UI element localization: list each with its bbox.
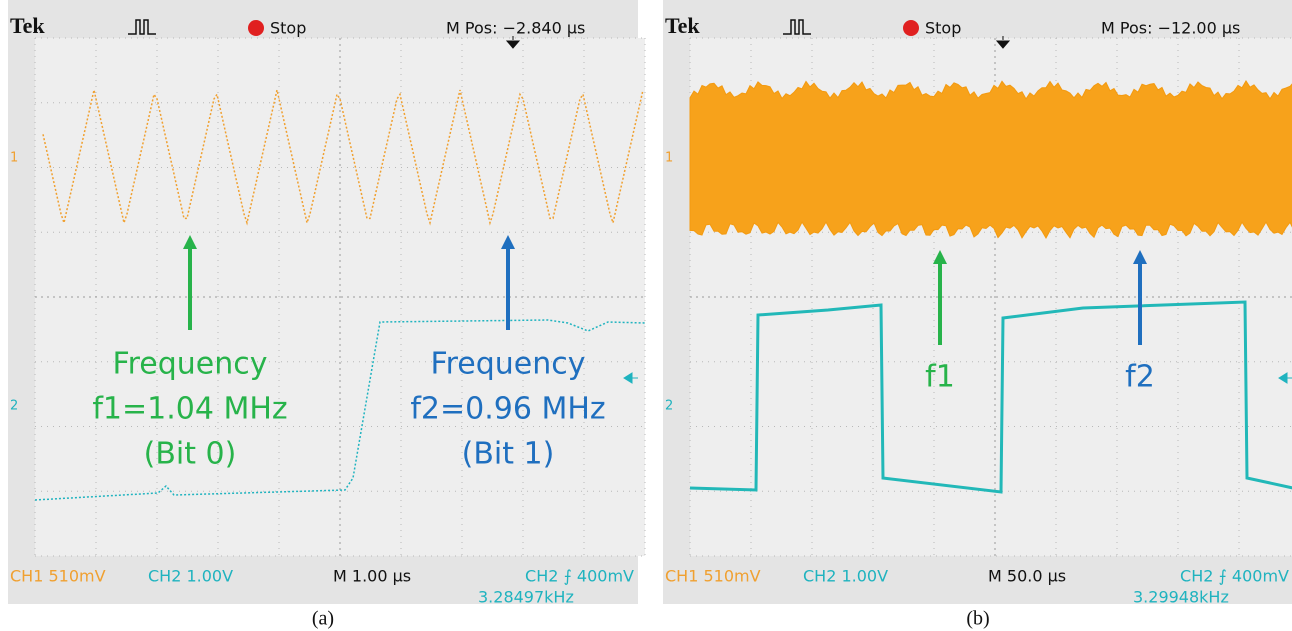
footer-ch1: CH1 510mV: [10, 567, 106, 586]
brand: Tek: [10, 13, 45, 38]
annotation-text: (Bit 1): [462, 437, 555, 472]
footer-frequency: 3.29948kHz: [1133, 588, 1229, 607]
caption: (a): [312, 608, 334, 630]
position: M Pos: −2.840 µs: [446, 19, 585, 38]
footer-ch1: CH1 510mV: [665, 567, 761, 586]
stop-icon: [248, 20, 264, 36]
channel-marker: 1: [665, 151, 673, 166]
scope-panel: Tek Stop M Pos: −2.840 µs 1 2 Frequency f1=1.0…: [8, 0, 645, 630]
footer-timebase: M 50.0 µs: [988, 567, 1066, 586]
footer-timebase: M 1.00 µs: [333, 567, 411, 586]
footer-frequency: 3.28497kHz: [478, 588, 574, 607]
position: M Pos: −12.00 µs: [1101, 19, 1240, 38]
channel-marker: 1: [10, 151, 18, 166]
status: Stop: [270, 19, 306, 38]
caption: (b): [966, 608, 989, 630]
annotation-text: f2=0.96 MHz: [410, 392, 605, 427]
brand: Tek: [665, 13, 700, 38]
footer-ch2: CH2 1.00V: [803, 567, 888, 586]
figure: Tek Stop M Pos: −2.840 µs 1 2 Frequency f1=1.0…: [0, 0, 1292, 631]
annotation-text: f2: [1125, 360, 1155, 395]
annotation-text: f1=1.04 MHz: [92, 392, 287, 427]
annotation-text: (Bit 0): [144, 437, 237, 472]
status: Stop: [925, 19, 961, 38]
ch1-trace: [690, 81, 1292, 238]
annotation-text: Frequency: [113, 347, 268, 382]
footer-ch2: CH2 1.00V: [148, 567, 233, 586]
stop-icon: [903, 20, 919, 36]
channel-marker: 2: [665, 399, 673, 414]
annotation-text: Frequency: [431, 347, 586, 382]
scope-panel: Tek Stop M Pos: −12.00 µs 1 2 f1 f2 CH1 510mV CH…: [663, 0, 1292, 630]
footer-trigger: CH2 ⨍ 400mV: [525, 567, 634, 586]
footer-trigger: CH2 ⨍ 400mV: [1180, 567, 1289, 586]
channel-marker: 2: [10, 399, 18, 414]
annotation-text: f1: [925, 360, 955, 395]
